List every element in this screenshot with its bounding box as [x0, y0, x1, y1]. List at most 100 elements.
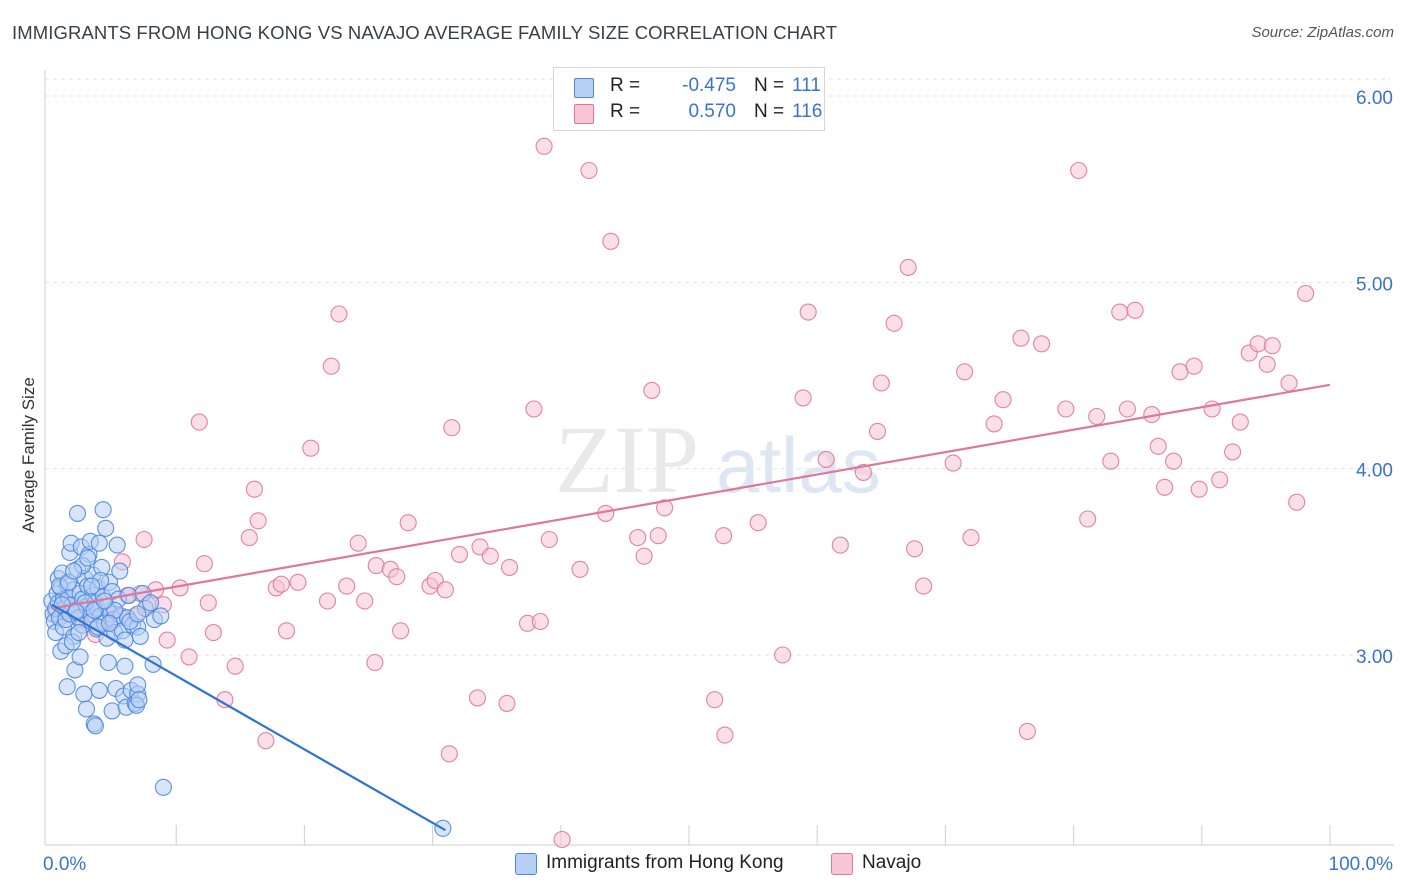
navajo-point — [1018, 722, 1036, 740]
y-tick-label-0: 3.00 — [1356, 647, 1393, 668]
navajo-point — [715, 527, 733, 545]
legend-r-label: R = — [610, 75, 641, 96]
hongkong-point — [90, 534, 108, 552]
navajo-point — [580, 161, 598, 180]
hongkong-point — [99, 653, 117, 672]
hongkong-point — [108, 536, 126, 554]
bottom-legend-swatch-navajo — [831, 853, 853, 875]
hongkong-point — [58, 678, 76, 696]
navajo-point — [349, 534, 367, 552]
navajo-point — [481, 547, 499, 565]
navajo-point — [318, 592, 337, 610]
hongkong-point — [116, 657, 134, 675]
navajo-point — [1280, 374, 1298, 392]
navajo-point — [289, 573, 307, 591]
y-tick-label-3: 6.00 — [1356, 88, 1393, 109]
navajo-point — [1079, 510, 1097, 528]
navajo-point — [1111, 303, 1129, 321]
navajo-point — [1070, 161, 1088, 180]
navajo-point — [817, 450, 835, 468]
correlation-legend: R = -0.475 N = 111 R = 0.570 N = 116 — [553, 67, 825, 131]
navajo-point — [245, 480, 263, 498]
navajo-point — [1102, 452, 1120, 470]
navajo-point — [322, 357, 340, 375]
navajo-point — [868, 422, 887, 440]
navajo-point — [1249, 335, 1267, 353]
navajo-point — [367, 557, 385, 575]
bottom-legend-swatch-hongkong — [515, 853, 537, 875]
navajo-point — [450, 545, 469, 563]
navajo-point — [302, 439, 320, 457]
navajo-point — [277, 622, 296, 640]
navajo-point — [831, 536, 849, 554]
hongkong-point — [90, 681, 108, 699]
hongkong-point — [77, 700, 96, 718]
hongkong-point — [103, 702, 121, 720]
legend-n-label: N = — [754, 75, 785, 96]
hongkong-point — [154, 778, 172, 796]
navajo-point — [1231, 413, 1249, 431]
hongkong-point — [130, 691, 148, 709]
hongkong-point — [71, 648, 89, 666]
hongkong-point — [100, 614, 119, 632]
navajo-trend-line — [51, 383, 1331, 610]
navajo-point — [1033, 335, 1051, 353]
legend-swatch-navajo — [574, 104, 594, 124]
navajo-point — [602, 232, 620, 250]
navajo-point — [635, 547, 653, 565]
legend-r-value-hongkong: -0.475 — [682, 75, 736, 96]
legend-r-label: R = — [610, 101, 641, 122]
navajo-point — [135, 530, 153, 549]
navajo-point — [500, 558, 519, 576]
navajo-point — [1165, 452, 1183, 470]
bottom-legend-label-hongkong: Immigrants from Hong Kong — [546, 852, 784, 873]
navajo-point — [956, 363, 974, 381]
hongkong-point — [86, 717, 104, 735]
y-axis-label: Average Family Size — [19, 377, 38, 533]
navajo-point — [436, 581, 454, 599]
navajo-point — [440, 745, 458, 763]
navajo-point — [1263, 337, 1281, 355]
hongkong-trend-line — [51, 603, 446, 832]
hongkong-point — [68, 504, 87, 522]
navajo-point — [1126, 301, 1144, 319]
y-tick-label-1: 4.00 — [1356, 461, 1393, 482]
navajo-point — [195, 555, 213, 573]
navajo-point — [906, 540, 924, 558]
navajo-point — [994, 391, 1012, 409]
legend-n-value-navajo: 116 — [792, 101, 823, 122]
navajo-point — [540, 530, 558, 549]
navajo-point — [716, 726, 734, 744]
navajo-point — [1258, 355, 1276, 373]
navajo-point — [443, 419, 461, 437]
navajo-point — [356, 592, 374, 610]
hongkong-point — [152, 607, 170, 625]
navajo-point — [272, 575, 290, 593]
hongkong-point — [75, 685, 93, 703]
navajo-point — [794, 389, 812, 407]
navajo-point — [535, 137, 553, 155]
navajo-point — [531, 612, 549, 631]
watermark-atlas: atlas — [716, 421, 881, 509]
watermark: ZIP atlas — [555, 406, 881, 513]
navajo-point — [1211, 471, 1229, 489]
navajo-point — [749, 514, 767, 532]
navajo-point — [338, 577, 356, 595]
trend-lines — [51, 383, 1331, 832]
navajo-point — [1190, 480, 1208, 498]
navajo-point — [468, 689, 487, 707]
navajo-point — [1088, 407, 1106, 426]
x-tick-label-0: 0.0% — [43, 854, 86, 875]
navajo-point — [399, 514, 417, 532]
axis-labels: 3.00 4.00 5.00 6.00 0.0% 100.0% Average Family… — [19, 88, 1393, 875]
legend-n-value-hongkong: 111 — [792, 75, 821, 96]
navajo-point — [706, 691, 724, 709]
navajo-point — [226, 657, 244, 675]
navajo-point — [799, 303, 817, 321]
navajo-point — [1185, 357, 1203, 375]
navajo-point — [525, 400, 543, 418]
hongkong-point — [131, 627, 149, 645]
navajo-point — [1156, 478, 1174, 496]
axes — [44, 70, 1394, 846]
